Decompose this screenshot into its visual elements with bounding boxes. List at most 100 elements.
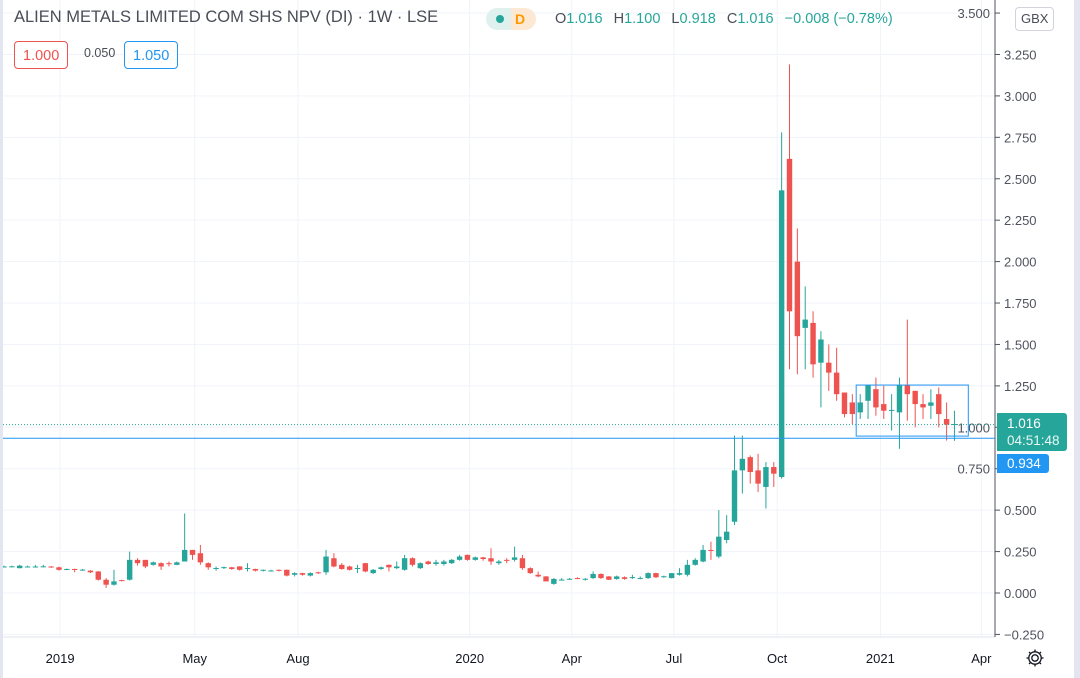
candle-body bbox=[511, 557, 518, 560]
symbol-title[interactable]: ALIEN METALS LIMITED COM SHS NPV (DI) · … bbox=[14, 8, 439, 26]
candle-body bbox=[841, 392, 848, 415]
candle bbox=[346, 565, 353, 571]
price-axis[interactable]: 3.500 3.250 3.000 2.750 2.500 2.250 2.000 1.750… bbox=[957, 0, 1044, 642]
candle bbox=[904, 319, 911, 421]
candle-body bbox=[189, 549, 196, 555]
candle bbox=[378, 566, 384, 570]
time-axis[interactable]: 2019 May Aug 2020 Apr Jul Oct 2021 Apr bbox=[0, 636, 995, 666]
candle-body bbox=[71, 568, 78, 570]
right-border bbox=[1074, 0, 1080, 678]
candle bbox=[260, 569, 266, 572]
candle bbox=[661, 575, 667, 578]
candle-body bbox=[559, 579, 565, 581]
candle-body bbox=[676, 573, 683, 575]
candle bbox=[802, 286, 808, 370]
gear-icon[interactable] bbox=[1025, 648, 1045, 668]
candle-body bbox=[739, 458, 746, 471]
candle-body bbox=[645, 573, 651, 579]
time-tick-label: Aug bbox=[286, 651, 309, 666]
candle bbox=[456, 554, 463, 561]
candle-body bbox=[582, 578, 588, 580]
candle-body bbox=[425, 561, 431, 565]
price-tick-label: −0.250 bbox=[1004, 627, 1044, 642]
candle bbox=[637, 576, 643, 580]
candle bbox=[64, 568, 70, 571]
high-value: 1.100 bbox=[624, 11, 661, 27]
currency-button[interactable]: GBX bbox=[1015, 7, 1055, 31]
buy-button[interactable]: 1.050 bbox=[124, 41, 179, 69]
candle-body bbox=[417, 563, 424, 569]
candle bbox=[653, 572, 659, 579]
candle bbox=[629, 574, 636, 579]
candle bbox=[574, 577, 581, 580]
candle bbox=[174, 561, 180, 566]
candle-body bbox=[480, 557, 486, 560]
candle bbox=[9, 565, 15, 568]
candle bbox=[794, 228, 801, 375]
candle-body bbox=[346, 566, 353, 570]
candle-body bbox=[700, 549, 706, 562]
candle-body bbox=[268, 570, 274, 572]
candle-body bbox=[307, 573, 314, 576]
price-tick-label: 1.000 bbox=[957, 420, 990, 435]
candle-body bbox=[551, 578, 557, 584]
candle bbox=[417, 562, 424, 569]
candle-body bbox=[668, 573, 675, 579]
candle-body bbox=[441, 561, 447, 565]
candle bbox=[87, 570, 94, 574]
candle-body bbox=[527, 568, 533, 574]
candle bbox=[32, 564, 39, 568]
time-tick-label: Apr bbox=[562, 651, 583, 666]
time-tick-label: Jul bbox=[666, 651, 683, 666]
rectangle-drawing[interactable] bbox=[855, 384, 969, 437]
candle-body bbox=[40, 566, 46, 568]
candle-body bbox=[519, 558, 526, 569]
candle bbox=[331, 553, 337, 568]
price-tick-label: 2.250 bbox=[1004, 213, 1037, 228]
candle bbox=[543, 576, 549, 582]
candle-body bbox=[205, 563, 211, 568]
candle bbox=[810, 311, 816, 378]
horizontal-line-label: 0.934 bbox=[997, 454, 1049, 473]
candle bbox=[40, 564, 46, 568]
candle bbox=[315, 571, 321, 574]
candle bbox=[181, 513, 188, 562]
sell-button[interactable]: 1.000 bbox=[14, 41, 69, 69]
candle-body bbox=[103, 579, 109, 585]
price-tick-label: 0.250 bbox=[1004, 545, 1037, 560]
drawings[interactable] bbox=[0, 384, 995, 439]
candle-body bbox=[810, 322, 816, 365]
candle bbox=[504, 558, 510, 564]
candle bbox=[268, 569, 274, 572]
candle bbox=[723, 515, 730, 544]
candle-body bbox=[142, 559, 149, 567]
price-tick-label: 1.500 bbox=[1004, 337, 1037, 352]
candle bbox=[464, 554, 471, 561]
last-price-label: 1.016 04:51:48 bbox=[997, 413, 1067, 451]
close-label: C bbox=[726, 11, 738, 27]
candle bbox=[229, 566, 235, 570]
candle-body bbox=[213, 567, 219, 569]
candle bbox=[323, 549, 329, 575]
candle bbox=[394, 561, 400, 569]
change-value: −0.008 (−0.78%) bbox=[784, 11, 893, 27]
candle-body bbox=[394, 566, 400, 569]
candle bbox=[213, 566, 219, 571]
market-status-badge[interactable]: D bbox=[486, 8, 536, 30]
price-tick-label: 0.500 bbox=[1004, 503, 1037, 518]
candle bbox=[645, 572, 651, 579]
candle bbox=[621, 576, 628, 580]
candle bbox=[716, 510, 722, 559]
candle bbox=[284, 569, 290, 577]
candle-body bbox=[95, 571, 101, 580]
candle bbox=[103, 578, 109, 589]
price-tick-label: 3.250 bbox=[1004, 47, 1037, 62]
candle bbox=[833, 347, 840, 401]
candle-body bbox=[661, 576, 667, 578]
candle-body bbox=[370, 569, 376, 574]
candle-body bbox=[111, 581, 117, 585]
candle bbox=[111, 569, 117, 586]
candle bbox=[56, 566, 62, 571]
candle bbox=[197, 544, 204, 565]
